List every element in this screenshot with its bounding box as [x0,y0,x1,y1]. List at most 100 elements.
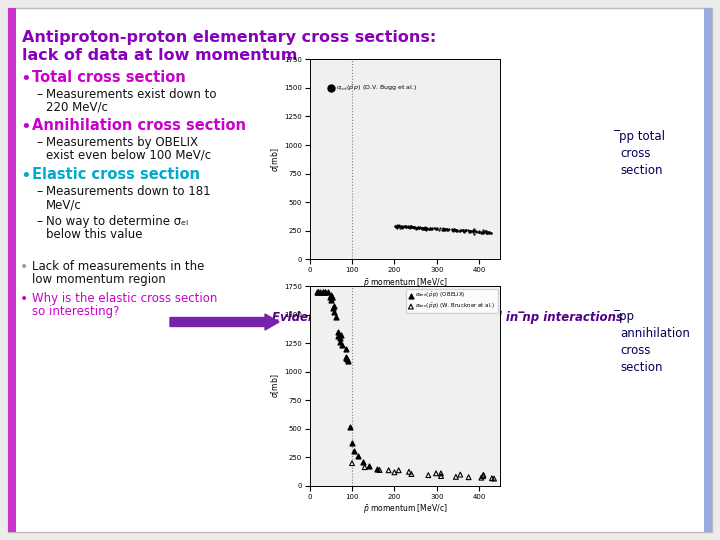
Point [431,469,442,478]
Point [480,228,492,237]
Point [420,224,431,232]
Point [408,224,419,233]
Point [372,465,383,474]
Point [470,228,482,237]
Point [393,222,405,231]
Point [396,223,408,232]
Point [426,225,437,233]
Point [476,228,487,237]
Point [435,224,446,233]
Point [391,220,402,229]
Bar [8,8,16,532]
Point [431,225,442,234]
Text: below this value: below this value [46,228,143,241]
Point [469,230,480,238]
Legend: $\sigma_{ann}(\bar{p}\,p)$ (OBELIX), $\sigma_{ann}(\bar{p}\,p)$ (W. Bruckner et : $\sigma_{ann}(\bar{p}\,p)$ (OBELIX), $\s… [406,289,498,313]
Point [418,224,430,233]
Point [460,226,472,235]
Point [431,224,443,233]
Point [406,223,418,232]
$\sigma_{ann}(\bar{p}\,p)$ (OBELIX) [325,291,336,300]
Point [405,221,417,230]
Point [485,229,496,238]
Point [395,222,407,231]
Point [464,227,476,235]
Point [392,221,404,230]
Point [454,227,465,235]
Point [392,222,403,231]
Point [437,224,449,233]
Point [483,228,495,237]
Point [440,225,451,234]
Point [397,223,409,232]
Point [464,226,475,235]
Point [348,446,360,455]
Point [392,222,404,231]
$\sigma_{ann}(\bar{p}\,p)$ (OBELIX) [323,288,334,296]
Point [410,224,422,232]
$\sigma_{ann}(\bar{p}\,p)$ (OBELIX) [327,293,338,302]
Text: Elastic cross section: Elastic cross section [32,167,200,182]
Point [483,228,495,237]
$\sigma_{ann}(\bar{p}\,p)$ (W. Bruckner et al.) [346,459,358,468]
$\sigma_{ann}(\bar{p}\,p)$ (OBELIX) [335,334,346,342]
Point [395,223,406,232]
Point [431,225,442,233]
Point [399,222,410,231]
$\sigma_{ann}(\bar{p}\,p)$ (OBELIX) [327,292,338,301]
$\sigma_{ann}(\bar{p}\,p)$ (OBELIX) [319,288,330,296]
Point [407,222,418,231]
Point [413,224,425,232]
Point [479,227,490,236]
Point [417,224,428,233]
Text: 220 MeV/c: 220 MeV/c [46,101,108,114]
Point [400,222,411,231]
Point [417,225,428,233]
Text: •: • [20,70,31,88]
Point [451,227,462,235]
Point [444,225,455,234]
Point [458,226,469,234]
$\sigma_{ann}(\bar{p}\,p)$ (OBELIX) [312,288,324,296]
Text: –: – [36,215,42,228]
Point [483,229,495,238]
Point [482,228,494,237]
Point [416,224,428,232]
Point [462,226,474,235]
Point [480,227,492,235]
Point [392,224,403,232]
Point [416,224,428,232]
Point [410,223,421,232]
$\sigma_{ann}(\bar{p}\,p)$ (OBELIX) [312,288,324,296]
Point [395,222,406,231]
Point [435,469,446,478]
Point [398,222,410,231]
Point [477,472,489,481]
Point [468,225,480,233]
Point [414,223,426,232]
Point [402,222,414,231]
Point [390,221,401,230]
Point [475,228,487,237]
Point [390,222,402,231]
Point [465,226,477,235]
Point [416,225,428,234]
$\sigma_{ann}(\bar{p}\,p)$ (OBELIX) [340,345,351,354]
Point [482,228,493,237]
Point [467,227,479,235]
Point [454,470,466,479]
Point [325,84,336,92]
Point [396,222,408,231]
Point [451,225,462,234]
Point [400,222,412,231]
Point [400,223,412,232]
Point [439,225,451,233]
$\sigma_{ann}(\bar{p}\,p)$ (OBELIX) [325,293,336,302]
Point [477,470,489,479]
Point [473,227,485,236]
Bar [704,8,712,532]
Point [421,224,433,233]
Point [447,227,459,235]
Point [402,222,414,231]
Point [403,468,415,476]
